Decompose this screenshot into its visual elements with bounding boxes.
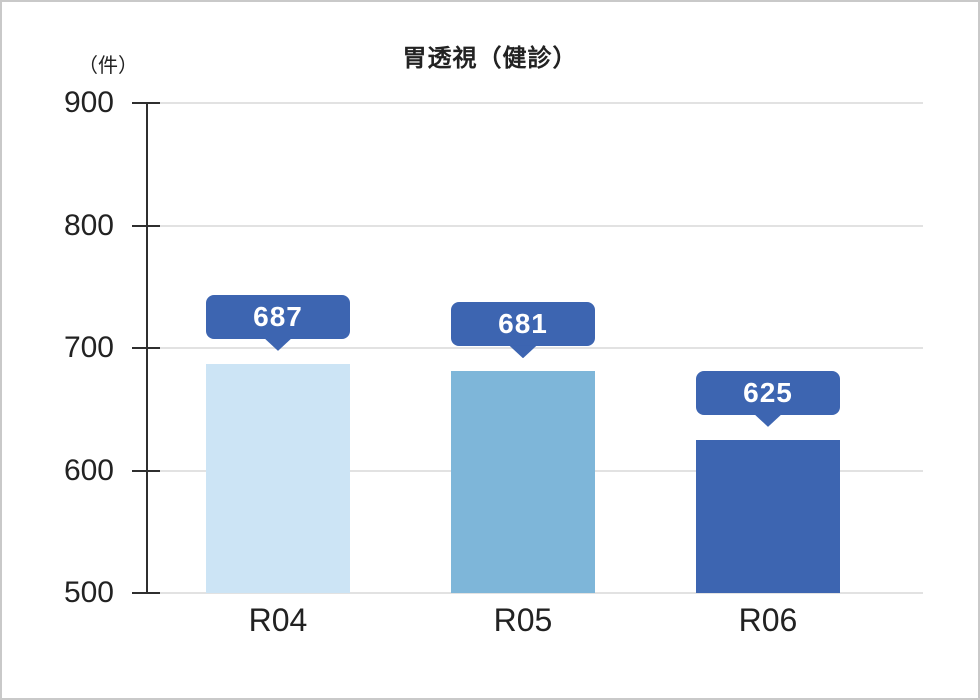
y-axis-unit-label: （件）	[78, 55, 138, 77]
x-axis-label: R04	[248, 602, 308, 638]
value-badge: 681	[451, 302, 595, 359]
gridline	[147, 224, 923, 227]
y-tick	[132, 347, 160, 349]
y-tick	[132, 592, 160, 594]
value-badge-label: 625	[743, 376, 793, 408]
y-tick	[132, 102, 160, 104]
bar	[451, 371, 595, 593]
y-tick-label: 900	[63, 86, 114, 119]
bar	[696, 439, 840, 593]
chart-title: 胃透視（健診）	[402, 45, 578, 72]
y-tick-label: 700	[63, 331, 114, 364]
value-badge: 625	[696, 370, 840, 427]
y-tick-label: 800	[63, 208, 114, 242]
value-badge-label: 687	[253, 300, 303, 332]
y-tick-label: 600	[63, 453, 114, 487]
gridline	[147, 592, 923, 594]
badge-pointer-icon	[754, 413, 782, 427]
value-badge-label: 681	[498, 308, 548, 340]
y-tick-label: 500	[63, 576, 114, 609]
y-tick	[132, 469, 160, 472]
gridline	[147, 102, 923, 104]
x-axis-label: R05	[493, 602, 553, 638]
value-badge: 687	[206, 294, 350, 351]
gridline	[147, 347, 923, 349]
badge-pointer-icon	[509, 345, 537, 359]
bar	[206, 363, 350, 593]
x-axis-label: R06	[738, 602, 798, 638]
y-tick	[132, 224, 160, 227]
